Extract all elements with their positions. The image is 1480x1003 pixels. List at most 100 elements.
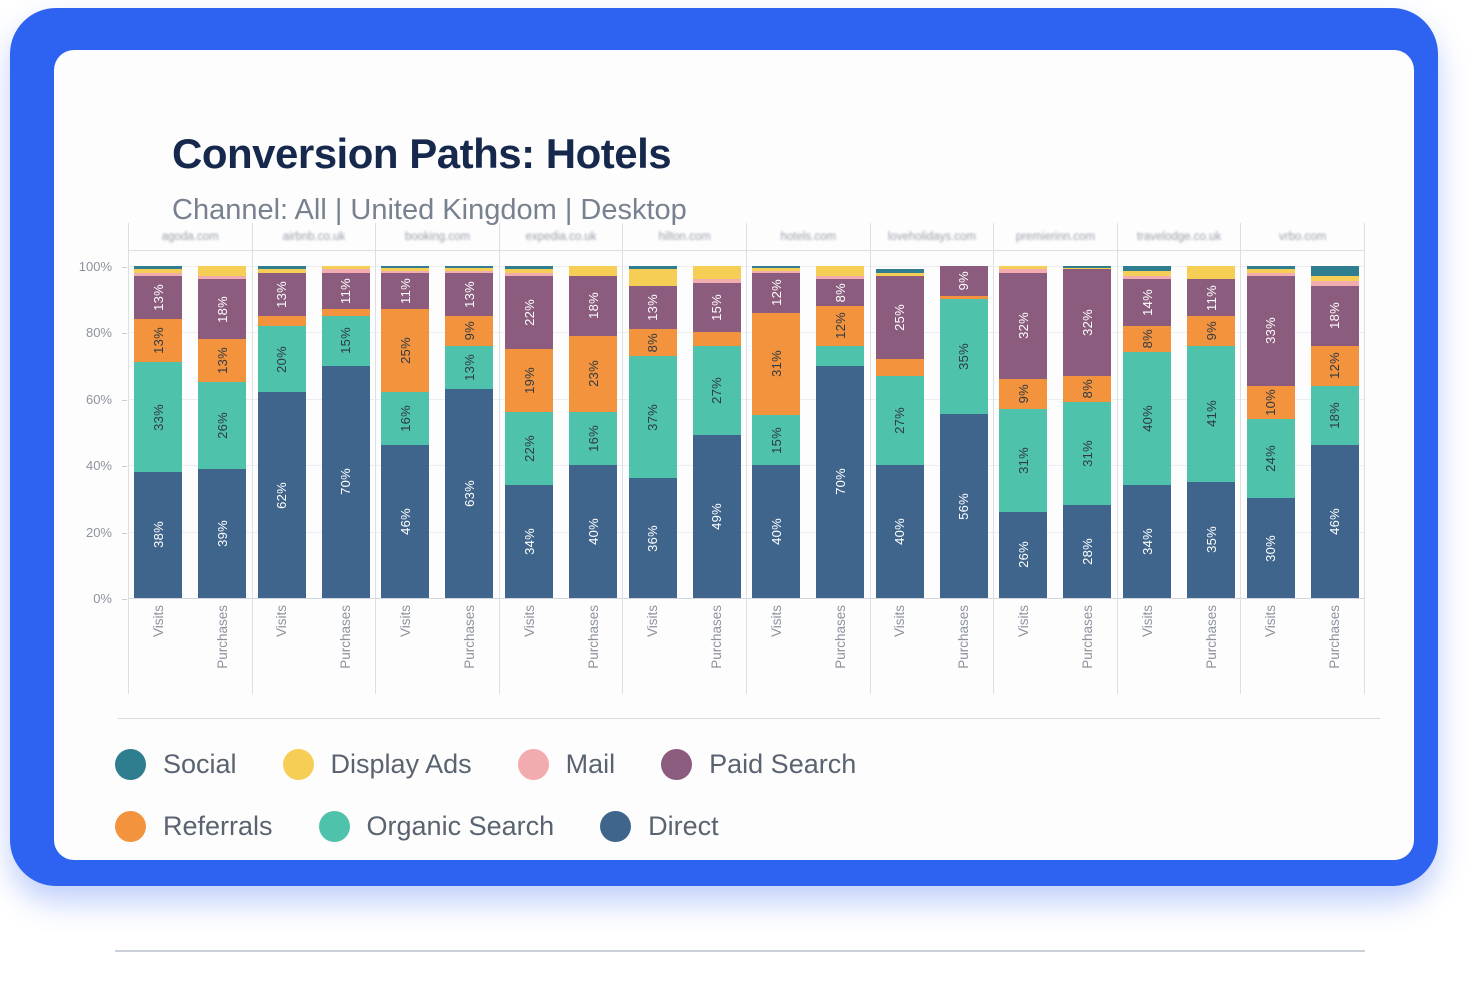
bar-segment-referrals[interactable] [257,315,306,326]
bar-segment-direct[interactable]: 34% [505,485,554,598]
bar-segment-direct[interactable]: 30% [1246,498,1295,598]
bar-segment-paid-search[interactable]: 13% [257,272,306,316]
bar-purchases-hotels.com[interactable]: 70% 12% 8% [816,266,865,598]
bar-segment-referrals[interactable]: 23% [569,335,618,413]
bar-segment-paid-search[interactable]: 15% [692,282,741,333]
bar-segment-social[interactable] [134,266,183,270]
bar-segment-direct[interactable]: 40% [752,465,801,598]
bar-purchases-travelodge.co.uk[interactable]: 35% 41% 9% 11% [1187,266,1236,598]
bar-segment-paid-search[interactable]: 32% [999,272,1048,379]
bar-segment-display-ads[interactable] [321,266,370,270]
bar-segment-referrals[interactable]: 12% [816,305,865,346]
bar-segment-referrals[interactable]: 10% [1246,385,1295,419]
bar-visits-booking.com[interactable]: 46% 16% 25% 11% [381,266,430,598]
bar-segment-paid-search[interactable]: 33% [1246,276,1295,386]
bar-segment-organic-search[interactable]: 40% [1123,352,1172,486]
bar-segment-paid-search[interactable]: 18% [569,275,618,336]
bar-segment-organic-search[interactable]: 20% [257,325,306,393]
bar-segment-display-ads[interactable] [134,269,183,273]
bar-segment-direct[interactable]: 35% [1187,481,1236,598]
legend-item-referrals[interactable]: Referrals [115,811,273,842]
bar-segment-mail[interactable] [692,279,741,283]
bar-segment-display-ads[interactable] [999,266,1048,270]
bar-segment-referrals[interactable] [321,309,370,316]
bar-segment-social[interactable] [875,269,924,273]
bar-segment-organic-search[interactable]: 15% [321,315,370,366]
bar-segment-referrals[interactable]: 25% [381,309,430,393]
bar-segment-paid-search[interactable]: 11% [381,272,430,310]
bar-segment-organic-search[interactable]: 16% [381,392,430,446]
legend-item-direct[interactable]: Direct [600,811,719,842]
bar-purchases-booking.com[interactable]: 63% 13% 9% 13% [445,266,494,598]
bar-segment-social[interactable] [1063,266,1112,268]
bar-visits-airbnb.co.uk[interactable]: 62% 20% 13% [257,266,306,598]
bar-segment-direct[interactable]: 40% [875,465,924,598]
bar-segment-referrals[interactable]: 13% [198,339,247,383]
bar-segment-organic-search[interactable]: 15% [752,415,801,466]
bar-segment-social[interactable] [628,266,677,270]
bar-segment-paid-search[interactable]: 32% [1063,269,1112,376]
bar-segment-direct[interactable]: 46% [1310,445,1359,598]
bar-segment-display-ads[interactable] [257,269,306,273]
bar-segment-mail[interactable] [752,271,801,273]
bar-segment-referrals[interactable]: 9% [445,315,494,346]
bar-segment-referrals[interactable]: 13% [134,319,183,363]
bar-visits-vrbo.com[interactable]: 30% 24% 10% 33% [1246,266,1295,598]
bar-segment-organic-search[interactable]: 18% [1310,385,1359,446]
bar-segment-display-ads[interactable] [875,272,924,276]
bar-segment-mail[interactable] [198,276,247,280]
bar-segment-mail[interactable] [321,269,370,273]
bar-segment-referrals[interactable]: 8% [1123,325,1172,353]
legend-item-social[interactable]: Social [115,749,237,780]
bar-segment-organic-search[interactable]: 22% [505,412,554,486]
bar-segment-direct[interactable]: 26% [999,511,1048,598]
bar-segment-mail[interactable] [1310,280,1359,286]
bar-segment-display-ads[interactable] [1310,276,1359,281]
bar-segment-paid-search[interactable]: 13% [134,275,183,320]
bar-segment-direct[interactable]: 38% [134,471,183,598]
bar-segment-social[interactable] [752,266,801,268]
bar-segment-direct[interactable]: 46% [381,445,430,598]
bar-segment-paid-search[interactable]: 22% [505,275,554,350]
bar-segment-referrals[interactable]: 19% [505,349,554,413]
bar-segment-direct[interactable]: 28% [1063,505,1112,598]
bar-segment-social[interactable] [257,266,306,270]
bar-segment-mail[interactable] [505,272,554,276]
bar-segment-direct[interactable]: 70% [816,365,865,598]
bar-segment-social[interactable] [445,266,494,268]
bar-visits-hotels.com[interactable]: 40% 15% 31% 12% [752,266,801,598]
bar-segment-display-ads[interactable] [505,269,554,273]
bar-segment-display-ads[interactable] [752,267,801,272]
bar-purchases-premierinn.com[interactable]: 28% 31% 8% 32% [1063,266,1112,598]
bar-visits-agoda.com[interactable]: 38% 33% 13% 13% [134,266,183,598]
bar-segment-social[interactable] [1123,266,1172,272]
bar-segment-organic-search[interactable]: 37% [628,355,677,479]
bar-segment-mail[interactable] [381,271,430,273]
bar-segment-social[interactable] [1310,266,1359,277]
bar-segment-display-ads[interactable] [445,267,494,271]
bar-segment-organic-search[interactable]: 13% [445,345,494,389]
bar-segment-display-ads[interactable] [1187,266,1236,280]
bar-segment-mail[interactable] [999,269,1048,273]
legend-item-display-ads[interactable]: Display Ads [282,749,472,780]
bar-segment-referrals[interactable]: 9% [999,378,1048,409]
bar-segment-mail[interactable] [816,276,865,280]
bar-segment-organic-search[interactable]: 31% [1063,402,1112,506]
bar-purchases-expedia.co.uk[interactable]: 40% 16% 23% 18% [569,266,618,598]
bar-visits-hilton.com[interactable]: 36% 37% 8% 13% [628,266,677,598]
bar-segment-social[interactable] [1246,266,1295,270]
bar-segment-organic-search[interactable]: 27% [692,345,741,436]
bar-segment-mail[interactable] [1246,272,1295,276]
bar-segment-display-ads[interactable] [1246,269,1295,273]
bar-segment-mail[interactable] [1123,276,1172,280]
bar-segment-mail[interactable] [134,272,183,276]
bar-purchases-vrbo.com[interactable]: 46% 18% 12% 18% [1310,266,1359,598]
bar-segment-direct[interactable]: 36% [628,478,677,598]
bar-segment-referrals[interactable] [692,332,741,346]
bar-segment-display-ads[interactable] [692,266,741,280]
bar-segment-display-ads[interactable] [1063,267,1112,270]
bar-segment-referrals[interactable] [875,358,924,376]
bar-purchases-airbnb.co.uk[interactable]: 70% 15% 11% [321,266,370,598]
bar-segment-paid-search[interactable]: 12% [752,272,801,313]
bar-segment-direct[interactable]: 39% [198,468,247,598]
